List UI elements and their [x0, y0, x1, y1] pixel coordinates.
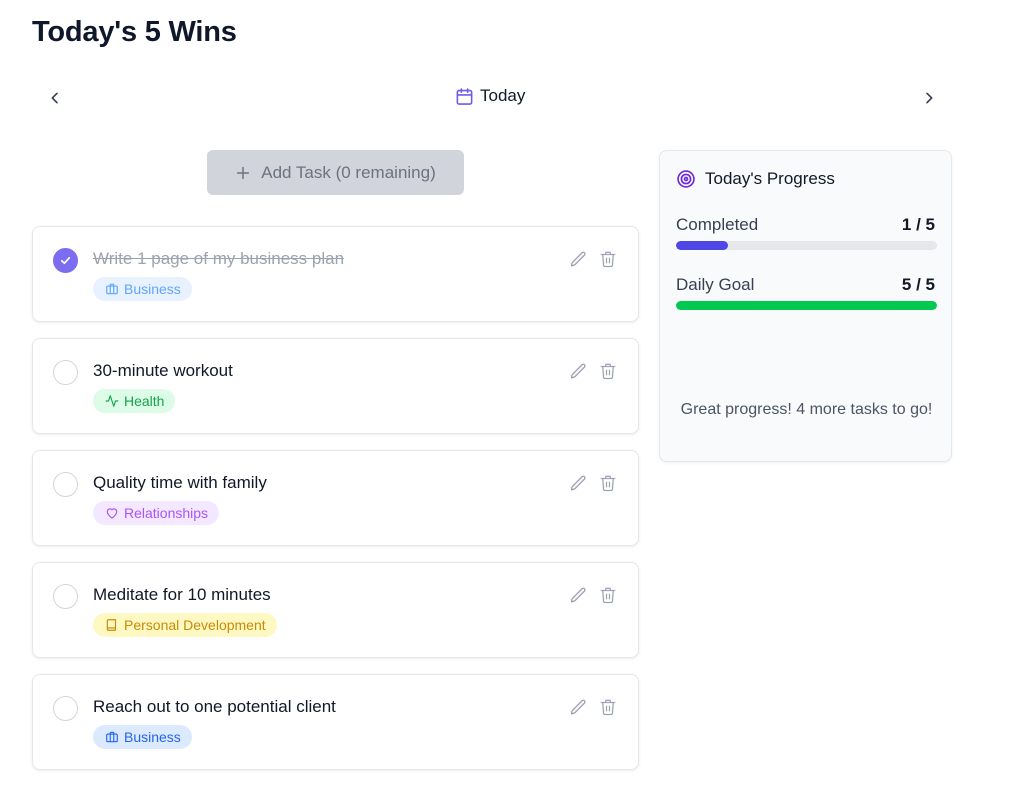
heart-icon: [106, 508, 118, 519]
task-checkbox[interactable]: [53, 360, 78, 385]
progress-header: Today's Progress: [676, 169, 835, 189]
pencil-icon: [570, 475, 586, 491]
progress-title: Today's Progress: [705, 169, 835, 188]
book-icon: [106, 619, 117, 631]
check-icon: [60, 256, 71, 265]
edit-task-button[interactable]: [568, 361, 588, 381]
page-title: Today's 5 Wins: [32, 16, 237, 48]
delete-task-button[interactable]: [598, 473, 618, 493]
chevron-right-icon: [926, 92, 933, 104]
task-title: Quality time with family: [93, 473, 267, 492]
chevron-left-icon: [51, 92, 58, 104]
add-task-label: Add Task (0 remaining): [261, 162, 436, 182]
calendar-icon: [456, 87, 473, 105]
task-tag-label: Relationships: [124, 505, 209, 521]
task-checkbox[interactable]: [53, 696, 78, 721]
completed-progress-fill: [676, 241, 729, 250]
task-card: Meditate for 10 minutes Personal Develop…: [32, 562, 639, 658]
task-title: Reach out to one potential client: [93, 697, 336, 716]
progress-panel: Today's Progress Completed 1 / 5 Daily G…: [659, 150, 952, 462]
edit-task-button[interactable]: [568, 697, 588, 717]
edit-task-button[interactable]: [568, 585, 588, 605]
previous-day-button[interactable]: [41, 84, 69, 112]
delete-task-button[interactable]: [598, 585, 618, 605]
next-day-button[interactable]: [915, 84, 943, 112]
completed-progress-bar: [676, 241, 937, 250]
completed-label: Completed: [676, 215, 759, 234]
task-card: 30-minute workout Health: [32, 338, 639, 434]
delete-task-button[interactable]: [598, 697, 618, 717]
target-icon: [677, 170, 695, 188]
task-tag: Business: [93, 277, 192, 301]
date-label: Today: [480, 86, 526, 105]
pencil-icon: [570, 587, 586, 603]
trash-icon: [600, 475, 616, 492]
progress-message: Great progress! 4 more tasks to go!: [680, 401, 933, 418]
delete-task-button[interactable]: [598, 361, 618, 381]
plus-icon: [237, 166, 250, 179]
daily-goal-label: Daily Goal: [676, 275, 755, 294]
activity-icon: [105, 395, 119, 407]
task-tag-label: Business: [124, 281, 181, 297]
pencil-icon: [570, 363, 586, 379]
task-tag: Relationships: [93, 501, 220, 525]
task-tag-label: Personal Development: [124, 617, 266, 633]
task-title: 30-minute workout: [93, 361, 233, 380]
daily-goal-value: 5 / 5: [901, 275, 935, 294]
task-tag-label: Health: [124, 393, 165, 409]
task-tag: Personal Development: [93, 613, 277, 637]
date-selector[interactable]: Today: [455, 86, 525, 106]
pencil-icon: [570, 699, 586, 715]
briefcase-icon: [106, 731, 118, 743]
briefcase-icon: [106, 283, 118, 295]
trash-icon: [600, 251, 616, 268]
pencil-icon: [570, 251, 586, 267]
task-tag: Business: [93, 725, 192, 749]
task-checkbox[interactable]: [53, 248, 78, 273]
trash-icon: [600, 587, 616, 604]
trash-icon: [600, 363, 616, 380]
daily-goal-progress-fill: [676, 301, 937, 310]
task-tag-label: Business: [124, 729, 181, 745]
completed-value: 1 / 5: [901, 215, 935, 234]
task-card: Write 1 page of my business plan Busines…: [32, 226, 639, 322]
task-title: Write 1 page of my business plan: [93, 249, 345, 268]
delete-task-button[interactable]: [598, 249, 618, 269]
task-checkbox[interactable]: [53, 472, 78, 497]
task-title: Meditate for 10 minutes: [93, 585, 271, 604]
edit-task-button[interactable]: [568, 249, 588, 269]
daily-goal-progress-bar: [676, 301, 937, 310]
task-card: Quality time with family Relationships: [32, 450, 639, 546]
task-checkbox[interactable]: [53, 584, 78, 609]
add-task-button[interactable]: Add Task (0 remaining): [207, 150, 464, 195]
task-card: Reach out to one potential client Busine…: [32, 674, 639, 770]
task-tag: Health: [93, 389, 176, 413]
trash-icon: [600, 699, 616, 716]
edit-task-button[interactable]: [568, 473, 588, 493]
